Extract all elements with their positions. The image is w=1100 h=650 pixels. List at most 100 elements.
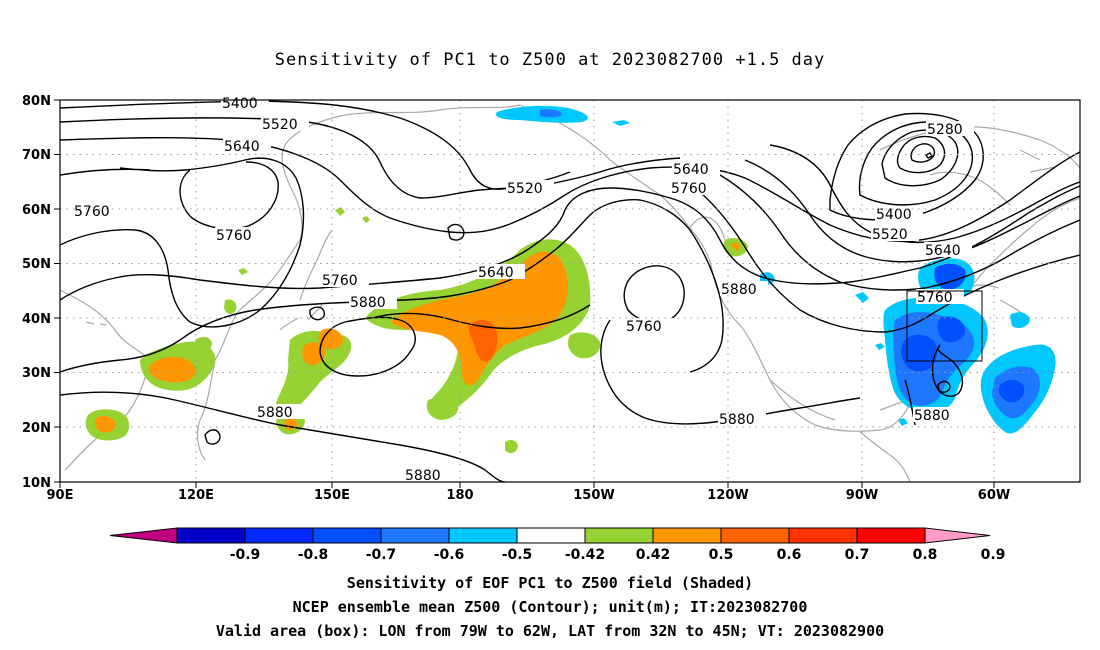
contour-label: 5520 [506, 180, 554, 197]
colorbar-label: -0.42 [565, 547, 605, 563]
longitude-labels: 90E 120E 150E 180 150W 120W 90W 60W [47, 488, 1011, 503]
colorbar-swatch [788, 527, 858, 544]
colorbar-swatch [856, 527, 926, 544]
caption-shaded: Sensitivity of EOF PC1 to Z500 field (Sh… [346, 574, 754, 592]
contour-label: 5760 [73, 203, 121, 220]
colorbar-swatch [584, 527, 654, 544]
svg-text:5880: 5880 [257, 405, 293, 421]
contour-label: 5880 [718, 411, 766, 428]
svg-text:5880: 5880 [914, 408, 950, 424]
svg-text:5400: 5400 [876, 207, 912, 223]
svg-text:5880: 5880 [405, 468, 441, 484]
svg-text:5520: 5520 [872, 227, 908, 243]
colorbar-label: -0.8 [298, 547, 329, 563]
map-title: Sensitivity of PC1 to Z500 at 2023082700… [274, 50, 826, 70]
valid-area-box [906, 290, 983, 362]
colorbar-label: -0.9 [230, 547, 261, 563]
lat-label: 10N [22, 476, 51, 491]
colorbar-arrow-low [109, 527, 178, 544]
svg-text:5760: 5760 [216, 228, 252, 244]
lon-label: 120E [178, 488, 214, 503]
contour-label: 5640 [924, 242, 972, 259]
lon-label: 60W [978, 488, 1010, 503]
contour-label: 5760 [916, 289, 964, 306]
svg-text:5640: 5640 [224, 139, 260, 155]
contour-label: 5880 [720, 281, 768, 298]
contour-label: 5760 [625, 318, 673, 335]
lon-label: 150W [573, 488, 614, 503]
contour-label: 5640 [223, 138, 271, 155]
svg-text:5760: 5760 [322, 273, 358, 289]
lon-label: 90W [846, 488, 878, 503]
colorbar-swatch [720, 527, 790, 544]
colorbar-label: -0.6 [434, 547, 465, 563]
colorbar-swatch [516, 527, 586, 544]
contour-label: 5280 [926, 121, 974, 138]
contour-label: 5760 [215, 227, 263, 244]
lon-label: 120W [707, 488, 748, 503]
svg-text:5640: 5640 [925, 243, 961, 259]
svg-text:5760: 5760 [74, 204, 110, 220]
caption-valid-area: Valid area (box): LON from 79W to 62W, L… [215, 622, 885, 640]
contour-label: 5400 [221, 95, 269, 112]
caption-contour: NCEP ensemble mean Z500 (Contour); unit(… [292, 598, 808, 616]
contour-labels: 5400 5520 5640 5760 5760 5520 5640 5880 … [73, 95, 974, 484]
colorbar-swatch [652, 527, 722, 544]
lon-label: 150E [314, 488, 350, 503]
colorbar-label: 0.5 [709, 547, 734, 563]
contour-label: 5400 [875, 206, 923, 223]
contour-label: 5760 [670, 180, 718, 197]
lat-label: 80N [22, 94, 51, 109]
colorbar-label: 0.9 [981, 547, 1006, 563]
contour-label: 5880 [349, 294, 397, 311]
colorbar-label: 0.7 [845, 547, 870, 563]
lat-label: 40N [22, 312, 51, 327]
contour-label: 5880 [913, 407, 961, 424]
colorbar-arrow-high [924, 527, 991, 544]
colorbar-label: -0.7 [366, 547, 397, 563]
lat-label: 60N [22, 203, 51, 218]
colorbar-swatch [448, 527, 518, 544]
lat-label: 70N [22, 148, 51, 163]
lon-label: 90E [47, 488, 74, 503]
svg-text:5280: 5280 [927, 122, 963, 138]
positive-sensitivity-shading [85, 207, 748, 454]
colorbar-swatch [176, 527, 246, 544]
contour-label: 5880 [404, 467, 452, 484]
svg-text:5640: 5640 [478, 265, 514, 281]
contour-label: 5640 [672, 161, 720, 178]
lon-label: 180 [446, 488, 473, 503]
colorbar-swatch [244, 527, 314, 544]
svg-text:5760: 5760 [671, 181, 707, 197]
lat-label: 30N [22, 366, 51, 381]
colorbar-label: 0.8 [913, 547, 938, 563]
lat-label: 50N [22, 257, 51, 272]
svg-text:5880: 5880 [350, 295, 386, 311]
z500-contours [60, 100, 1080, 482]
colorbar-label: -0.5 [502, 547, 533, 563]
lat-label: 20N [22, 421, 51, 436]
svg-text:5760: 5760 [917, 290, 953, 306]
latitude-labels: 80N 70N 60N 50N 40N 30N 20N 10N [22, 94, 51, 491]
colorbar-label: 0.6 [777, 547, 802, 563]
colorbar-label: 0.42 [636, 547, 671, 563]
svg-text:5760: 5760 [626, 319, 662, 335]
colorbar-swatch [312, 527, 382, 544]
contour-label: 5880 [256, 404, 304, 421]
colorbar-swatch [380, 527, 450, 544]
contour-label: 5520 [871, 226, 919, 243]
svg-text:5640: 5640 [673, 162, 709, 178]
plot-frame [59, 99, 1081, 483]
svg-text:5520: 5520 [507, 181, 543, 197]
svg-text:5520: 5520 [262, 117, 298, 133]
contour-label: 5640 [477, 264, 525, 281]
contour-label: 5520 [261, 116, 309, 133]
svg-text:5880: 5880 [721, 282, 757, 298]
svg-text:5400: 5400 [222, 96, 258, 112]
svg-text:5880: 5880 [719, 412, 755, 428]
contour-label: 5760 [321, 272, 369, 289]
colorbar: -0.9 -0.8 -0.7 -0.6 -0.5 -0.42 0.42 0.5 0.6 0.7 0.… [109, 527, 1006, 563]
gridlines [60, 100, 1080, 482]
axis-ticks [54, 99, 995, 488]
